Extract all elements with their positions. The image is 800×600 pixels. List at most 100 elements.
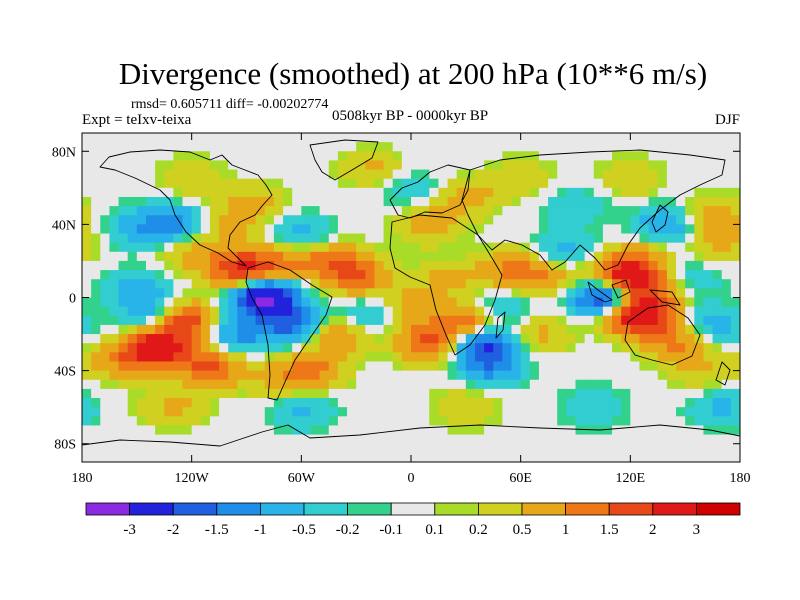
- field-cell: [575, 260, 586, 271]
- x-tick-label: 60W: [288, 471, 316, 486]
- field-cell: [456, 343, 467, 353]
- field-cell: [145, 142, 156, 152]
- field-cell: [136, 151, 147, 162]
- field-cell: [228, 242, 238, 253]
- field-cell: [648, 443, 659, 454]
- field-cell: [447, 352, 458, 363]
- field-cell: [374, 407, 385, 417]
- field-cell: [612, 288, 622, 299]
- field-cell: [447, 215, 458, 225]
- field-cell: [209, 398, 220, 408]
- field-cell: [575, 416, 586, 427]
- field-cell: [337, 443, 348, 454]
- field-cell: [264, 288, 275, 299]
- field-cell: [447, 434, 458, 445]
- field-cell: [136, 398, 147, 408]
- field-cell: [328, 151, 339, 162]
- field-cell: [200, 279, 211, 289]
- field-cell: [593, 416, 604, 427]
- field-cell: [182, 388, 193, 399]
- field-cell: [145, 388, 156, 399]
- field-cell: [127, 233, 138, 244]
- field-cell: [712, 242, 723, 253]
- field-cell: [676, 196, 686, 207]
- field-cell: [246, 142, 257, 152]
- field-cell: [219, 279, 229, 289]
- field-cell: [374, 206, 385, 216]
- field-cell: [548, 324, 558, 335]
- field-cell: [630, 388, 641, 399]
- field-cell: [182, 398, 193, 408]
- field-cell: [356, 142, 366, 152]
- field-cell: [191, 233, 202, 244]
- field-cell: [584, 361, 595, 372]
- field-cell: [529, 142, 540, 152]
- field-cell: [118, 270, 129, 280]
- field-cell: [401, 416, 412, 427]
- field-cell: [429, 434, 440, 445]
- field-cell: [520, 416, 531, 427]
- field-cell: [694, 352, 705, 363]
- field-cell: [255, 343, 266, 353]
- field-cell: [484, 343, 494, 353]
- field-cell: [200, 224, 211, 235]
- field-cell: [328, 279, 339, 289]
- field-cell: [666, 443, 677, 454]
- field-cell: [401, 196, 412, 207]
- field-cell: [209, 343, 220, 353]
- field-cell: [365, 315, 376, 326]
- field-cell: [401, 379, 412, 390]
- field-cell: [557, 260, 567, 271]
- field-cell: [456, 206, 467, 216]
- field-cell: [145, 196, 156, 207]
- field-cell: [584, 334, 595, 344]
- field-cell: [730, 334, 740, 344]
- field-cell: [264, 251, 275, 262]
- field-cell: [520, 270, 531, 280]
- field-cell: [566, 151, 577, 162]
- field-cell: [511, 416, 522, 427]
- field-cell: [602, 279, 613, 289]
- field-cell: [228, 178, 238, 189]
- field-cell: [538, 425, 549, 436]
- field-cell: [511, 343, 522, 353]
- field-cell: [639, 160, 650, 171]
- field-cell: [246, 260, 257, 271]
- field-cell: [356, 251, 366, 262]
- field-cell: [584, 443, 595, 454]
- field-cell: [255, 434, 266, 445]
- field-cell: [456, 187, 467, 198]
- field-cell: [246, 215, 257, 225]
- field-cell: [557, 452, 567, 462]
- field-cell: [109, 370, 120, 381]
- field-cell: [465, 206, 476, 216]
- field-cell: [145, 434, 156, 445]
- field-cell: [292, 133, 302, 143]
- field-cell: [219, 260, 229, 271]
- field-cell: [127, 370, 138, 381]
- field-cell: [310, 370, 321, 381]
- field-cell: [602, 306, 613, 317]
- field-cell: [703, 352, 714, 363]
- field-cell: [164, 370, 174, 381]
- field-cell: [328, 233, 339, 244]
- field-cell: [301, 169, 312, 180]
- field-cell: [182, 270, 193, 280]
- field-cell: [511, 242, 522, 253]
- field-cell: [109, 361, 120, 372]
- field-cell: [292, 169, 302, 180]
- field-cell: [337, 233, 348, 244]
- field-cell: [657, 288, 668, 299]
- field-cell: [191, 151, 202, 162]
- field-cell: [337, 169, 348, 180]
- field-cell: [529, 416, 540, 427]
- field-cell: [420, 206, 430, 216]
- field-cell: [557, 306, 567, 317]
- field-cell: [246, 324, 257, 335]
- field-cell: [584, 224, 595, 235]
- field-cell: [365, 133, 376, 143]
- field-cell: [502, 260, 513, 271]
- field-cell: [173, 425, 184, 436]
- field-cell: [264, 279, 275, 289]
- field-cell: [529, 151, 540, 162]
